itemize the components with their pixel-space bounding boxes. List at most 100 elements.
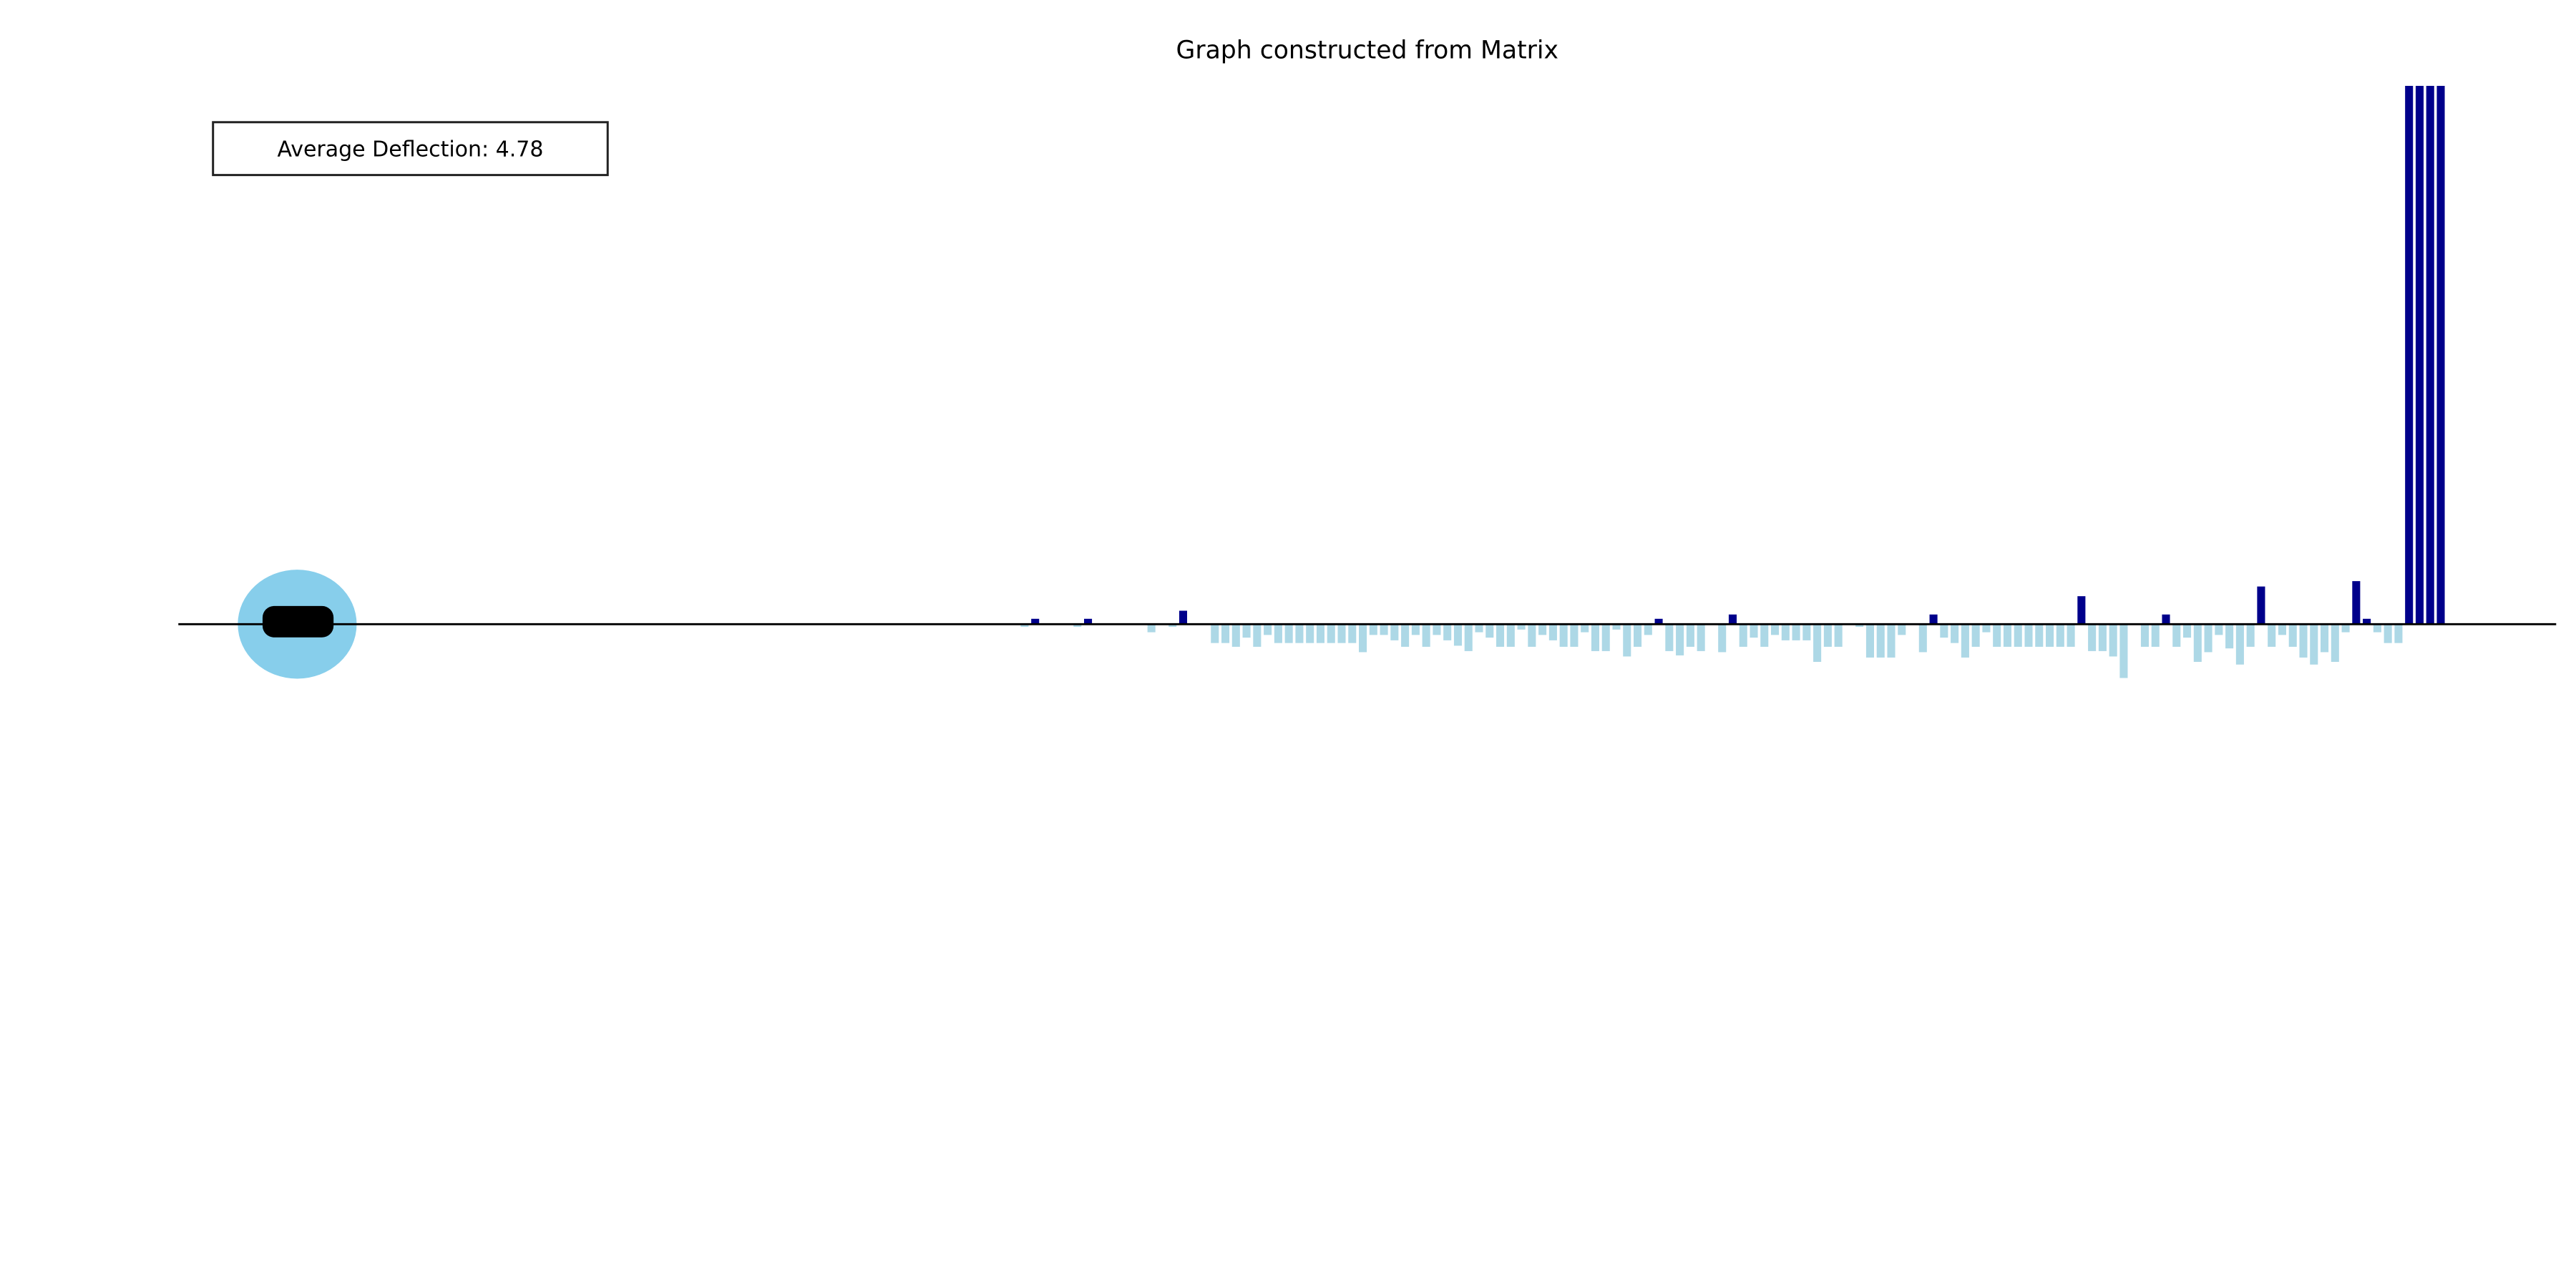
bar (1380, 624, 1388, 635)
bar (2321, 624, 2329, 653)
bar (2268, 624, 2276, 647)
bar (1654, 618, 1663, 625)
bar (1359, 624, 1367, 653)
bar (1179, 610, 1187, 625)
bar (1760, 624, 1769, 647)
bar (1221, 624, 1230, 643)
bar (1771, 624, 1780, 635)
bar (1284, 624, 1293, 643)
bar (1401, 624, 1410, 647)
bar (2172, 624, 2181, 647)
bar (1865, 624, 1874, 658)
annotation: Average Deflection: 4.78 (277, 137, 543, 162)
bar (1316, 624, 1324, 643)
bar (2109, 624, 2117, 657)
bar (1538, 624, 1547, 635)
bar (2436, 86, 2445, 625)
bar (2183, 624, 2192, 638)
bar (2088, 624, 2097, 651)
bar (1739, 624, 1747, 647)
bar (2278, 624, 2286, 635)
bar (2363, 618, 2371, 625)
bar (2310, 624, 2318, 665)
bar (1084, 618, 1093, 625)
bar (1475, 624, 1483, 633)
bar (2225, 624, 2234, 649)
bar (2394, 624, 2403, 643)
bar (1728, 614, 1737, 625)
bar (2373, 624, 2381, 633)
bar (1147, 624, 1156, 633)
bar (2235, 624, 2244, 665)
node-label-cluster (262, 605, 334, 638)
bar (1718, 624, 1727, 653)
bar (2204, 624, 2212, 653)
bar (1581, 624, 1589, 633)
bar (1517, 624, 1526, 630)
bar (1834, 624, 1843, 647)
bar (1993, 624, 2001, 647)
bar (1211, 624, 1219, 643)
bar (1887, 624, 1896, 658)
bar (1792, 624, 1800, 640)
bar (1971, 624, 1980, 647)
bar (1327, 624, 1335, 643)
bar (1876, 624, 1885, 658)
bar (1665, 624, 1674, 651)
bar (2151, 624, 2160, 647)
bar (1781, 624, 1790, 640)
bar (1231, 624, 1240, 647)
bar (1242, 624, 1251, 638)
bar (1940, 624, 1948, 638)
bar (1686, 624, 1694, 647)
bar (1253, 624, 1262, 647)
bar (1676, 624, 1684, 655)
bar (1528, 624, 1536, 647)
bar (2014, 624, 2022, 647)
bar (1750, 624, 1758, 638)
bar (2257, 586, 2265, 625)
bar (1591, 624, 1599, 651)
bar (2077, 596, 2086, 625)
bar (2024, 624, 2033, 647)
bar (1961, 624, 1969, 658)
bar (1306, 624, 1314, 643)
bar (1982, 624, 1991, 633)
bar (1264, 624, 1272, 635)
bar (2426, 86, 2434, 625)
bar (1823, 624, 1832, 647)
bar (2405, 86, 2414, 625)
bar (1169, 624, 1177, 628)
bar (1623, 624, 1631, 657)
bar (1506, 624, 1515, 647)
bar (1570, 624, 1579, 647)
bar (2193, 624, 2202, 662)
bar (1601, 624, 1610, 651)
bar (1634, 624, 1642, 647)
bar (1411, 624, 1420, 635)
bar (1295, 624, 1304, 643)
bar (1453, 624, 1462, 646)
bar (1337, 624, 1346, 643)
bar (1496, 624, 1505, 647)
bar (1390, 624, 1399, 640)
bar (1918, 624, 1927, 653)
bar (1464, 624, 1473, 651)
bar (1559, 624, 1568, 647)
bar (1485, 624, 1494, 638)
bar (1612, 624, 1621, 630)
annotation-box (212, 121, 609, 177)
bar (2056, 624, 2064, 647)
bar (2384, 624, 2392, 643)
bar (2352, 581, 2361, 625)
bar (2246, 624, 2255, 647)
bar (2341, 624, 2350, 633)
bar (1802, 624, 1811, 640)
bar (1348, 624, 1357, 643)
bar (1369, 624, 1377, 635)
bar (2288, 624, 2297, 647)
bar (2046, 624, 2054, 647)
chart-title: Graph constructed from Matrix (1176, 36, 1558, 65)
